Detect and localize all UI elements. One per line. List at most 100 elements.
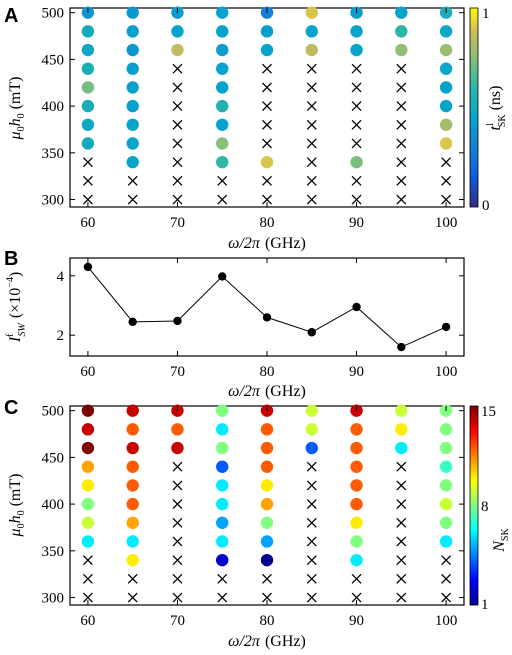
lifetime-marker xyxy=(126,43,139,57)
lifetime-marker xyxy=(126,118,139,131)
lifetime-marker xyxy=(260,25,274,38)
no-skyrmion-cross xyxy=(127,573,138,584)
lifetime-marker xyxy=(81,81,95,94)
x-tick-label: 60 xyxy=(80,613,95,629)
no-skyrmion-cross xyxy=(172,573,183,584)
skyrmion-count-marker xyxy=(260,423,274,436)
skyrmion-count-marker xyxy=(260,479,274,492)
no-skyrmion-cross xyxy=(396,194,407,205)
skyrmion-count-marker xyxy=(126,516,139,529)
current-point xyxy=(262,313,272,322)
no-skyrmion-cross xyxy=(306,138,317,149)
y-tick-label: 450 xyxy=(42,450,65,466)
no-skyrmion-cross xyxy=(262,82,272,93)
no-skyrmion-cross xyxy=(396,138,407,149)
skyrmion-count-marker xyxy=(350,460,363,473)
no-skyrmion-cross xyxy=(306,480,317,491)
current-point xyxy=(352,302,361,312)
skyrmion-count-marker xyxy=(216,479,229,492)
no-skyrmion-cross xyxy=(172,517,183,528)
skyrmion-count-marker xyxy=(260,460,274,473)
no-skyrmion-cross xyxy=(351,63,362,74)
no-skyrmion-cross xyxy=(172,101,183,112)
no-skyrmion-cross xyxy=(396,555,407,566)
lifetime-marker xyxy=(305,25,318,38)
no-skyrmion-cross xyxy=(306,101,317,112)
lifetime-marker xyxy=(395,43,408,57)
lifetime-marker xyxy=(126,25,139,38)
skyrmion-count-marker xyxy=(216,516,229,529)
no-skyrmion-cross xyxy=(306,119,317,130)
lifetime-marker xyxy=(126,6,139,19)
skyrmion-count-marker xyxy=(216,423,229,436)
panel-c-ylabel: μ0h0(mT) xyxy=(7,474,27,538)
lifetime-marker xyxy=(81,62,95,75)
x-tick-label: 90 xyxy=(349,364,364,380)
panel-c-markers xyxy=(81,404,453,603)
no-skyrmion-cross xyxy=(396,63,407,74)
y-tick-label: 400 xyxy=(42,497,65,513)
skyrmion-count-marker xyxy=(81,460,95,473)
no-skyrmion-cross xyxy=(262,63,272,74)
skyrmion-count-marker xyxy=(260,553,274,567)
no-skyrmion-cross xyxy=(396,536,407,547)
no-skyrmion-cross xyxy=(306,63,317,74)
lifetime-marker xyxy=(439,43,453,57)
no-skyrmion-cross xyxy=(306,175,317,186)
skyrmion-count-marker xyxy=(81,516,95,529)
x-tick-label: 60 xyxy=(80,215,95,231)
skyrmion-count-marker xyxy=(395,441,408,455)
panel-c-xlabel: ω/2π (GHz) xyxy=(228,633,306,650)
no-skyrmion-cross xyxy=(351,175,362,186)
panel-c-ticks: 60 70 80 90 100 300 350 400 450 500 xyxy=(42,404,464,629)
lifetime-marker xyxy=(439,118,453,131)
colorbar-c-min: 1 xyxy=(481,597,489,613)
skyrmion-count-marker xyxy=(305,441,318,455)
current-point xyxy=(83,262,93,272)
skyrmion-count-marker xyxy=(126,423,139,436)
colorbar-a-min: 0 xyxy=(482,198,490,214)
no-skyrmion-cross xyxy=(172,555,183,566)
no-skyrmion-cross xyxy=(217,194,228,205)
no-skyrmion-cross xyxy=(306,555,317,566)
lifetime-marker xyxy=(216,81,229,94)
skyrmion-count-marker xyxy=(81,535,95,548)
no-skyrmion-cross xyxy=(441,573,452,584)
y-tick-label: 300 xyxy=(42,591,65,607)
y-tick-label: 400 xyxy=(42,99,65,115)
y-tick-label: 300 xyxy=(42,193,65,209)
no-skyrmion-cross xyxy=(262,592,272,603)
skyrmion-count-marker xyxy=(81,479,95,492)
no-skyrmion-cross xyxy=(351,194,362,205)
colorbar-c-mid: 8 xyxy=(481,499,489,515)
skyrmion-count-marker xyxy=(216,497,229,511)
panel-a-markers xyxy=(81,6,453,205)
skyrmion-count-marker xyxy=(395,404,408,417)
lifetime-marker xyxy=(171,25,184,38)
current-point xyxy=(218,272,227,281)
no-skyrmion-cross xyxy=(306,592,317,603)
lifetime-marker xyxy=(171,43,184,57)
no-skyrmion-cross xyxy=(306,536,317,547)
no-skyrmion-cross xyxy=(306,194,317,205)
skyrmion-count-marker xyxy=(439,423,453,436)
current-point xyxy=(128,317,137,327)
no-skyrmion-cross xyxy=(172,138,183,149)
lifetime-marker xyxy=(81,118,95,131)
lifetime-marker xyxy=(81,25,95,38)
no-skyrmion-cross xyxy=(306,499,317,510)
no-skyrmion-cross xyxy=(82,592,93,603)
no-skyrmion-cross xyxy=(306,517,317,528)
skyrmion-count-marker xyxy=(350,553,363,567)
no-skyrmion-cross xyxy=(396,573,407,584)
panel-a-colorbar xyxy=(469,7,479,208)
skyrmion-count-marker xyxy=(216,441,229,455)
colorbar-a-max: 1 xyxy=(482,6,490,22)
no-skyrmion-cross xyxy=(441,157,452,168)
skyrmion-count-marker xyxy=(81,497,95,511)
no-skyrmion-cross xyxy=(441,175,452,186)
x-tick-label: 70 xyxy=(170,215,185,231)
lifetime-marker xyxy=(260,43,274,57)
no-skyrmion-cross xyxy=(82,555,93,566)
